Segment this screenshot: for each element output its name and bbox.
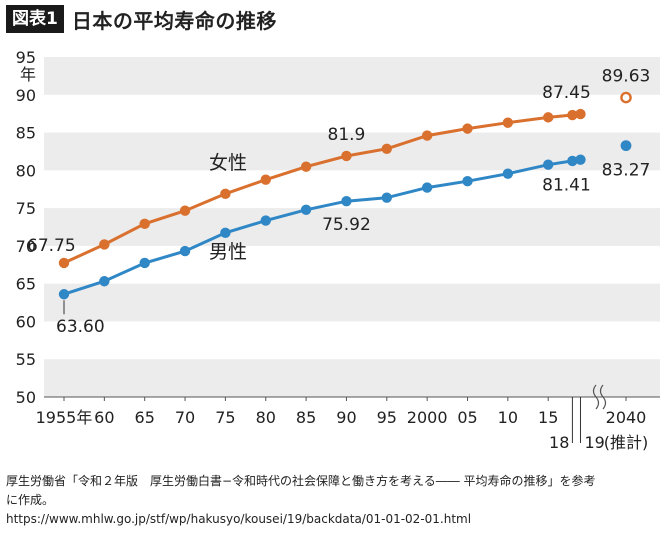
data-label: 81.9 [328, 125, 366, 145]
data-point [260, 174, 271, 185]
data-point [575, 154, 586, 165]
y-axis-unit: 年 [20, 65, 36, 84]
data-point [139, 257, 150, 269]
data-point [300, 204, 312, 215]
data-label: 63.60 [56, 317, 105, 337]
x-tick-label: 05 [457, 408, 477, 427]
projection-point [620, 91, 632, 104]
y-tick-label: 55 [16, 350, 36, 369]
data-point [99, 239, 110, 250]
series-label-male: 男性 [209, 241, 247, 263]
data-point [502, 117, 514, 128]
axis-break-mark [599, 384, 607, 410]
data-point [567, 155, 578, 167]
x-tick-label: 1955年 [36, 408, 93, 427]
data-point [462, 176, 473, 187]
data-point [381, 143, 392, 154]
data-label: 83.27 [602, 161, 651, 181]
data-point [99, 276, 110, 287]
data-point [567, 109, 578, 121]
data-point [179, 245, 191, 257]
data-point [260, 215, 271, 226]
data-point [341, 195, 352, 207]
x-tick-label: 80 [256, 408, 276, 427]
series-layer [58, 91, 632, 300]
data-point [300, 161, 312, 172]
grid-band [44, 283, 660, 322]
grid-band [44, 57, 660, 95]
data-point [179, 205, 191, 216]
x-tick-label: 85 [296, 408, 316, 427]
data-point [421, 182, 433, 193]
x-tick-label: 15 [538, 408, 558, 427]
data-point [575, 108, 586, 120]
data-label: 81.41 [542, 176, 591, 196]
x-tick-label: 95 [377, 408, 397, 427]
data-point [58, 257, 70, 269]
x-tick-label: 70 [175, 408, 195, 427]
y-tick-label: 65 [16, 275, 36, 294]
series-label-female: 女性 [209, 152, 247, 174]
y-tick-label: 60 [16, 312, 36, 331]
data-point [502, 168, 514, 179]
source-note: 厚生労働省「令和２年版 厚生労働白書−令和時代の社会保障と働き方を考える―― 平… [6, 472, 666, 529]
grid-bands [44, 57, 660, 397]
y-tick-label: 70 [16, 237, 36, 256]
figure-badge: 図表1 [6, 5, 64, 33]
data-point [58, 289, 70, 300]
x-tick-label-secondary: 18 [549, 433, 569, 452]
y-tick-label: 85 [16, 124, 36, 143]
source-url: https://www.mhlw.go.jp/stf/wp/hakusyo/ko… [6, 512, 472, 526]
y-tick-label: 75 [16, 199, 36, 218]
data-point [139, 218, 150, 230]
data-point [381, 192, 392, 203]
y-tick-label: 80 [16, 161, 36, 180]
x-tick-label: 75 [215, 408, 235, 427]
data-label: 89.63 [602, 67, 651, 87]
data-label: 67.75 [27, 236, 76, 256]
x-tick-label: 2040 [606, 408, 647, 427]
grid-band [44, 359, 660, 397]
y-tick-label: 95 [16, 48, 36, 67]
data-point [220, 188, 231, 200]
figure-header: 図表1 日本の平均寿命の推移 [6, 4, 277, 34]
data-point [421, 130, 433, 141]
axis-break-mark [592, 384, 600, 410]
data-point [220, 227, 231, 239]
x-tick-label: 10 [498, 408, 518, 427]
x-tick-label: 90 [336, 408, 356, 427]
data-point [543, 112, 554, 123]
data-point [341, 150, 352, 162]
data-label: 87.45 [542, 83, 591, 103]
y-tick-label: 90 [16, 86, 36, 105]
x-tick-label: 60 [94, 408, 114, 427]
data-point [543, 159, 554, 170]
data-label: 75.92 [322, 215, 371, 235]
source-line-1: 厚生労働省「令和２年版 厚生労働白書−令和時代の社会保障と働き方を考える―― 平… [6, 474, 596, 488]
x-tick-label-secondary: 19 [584, 433, 604, 452]
x-tick-label-secondary: (推計) [604, 433, 649, 452]
chart-title: 日本の平均寿命の推移 [71, 8, 277, 33]
data-point [462, 123, 473, 134]
projection-point [620, 140, 632, 152]
source-line-2: に作成。 [6, 493, 55, 507]
x-tick-label: 65 [135, 408, 155, 427]
x-tick-label: 2000 [407, 408, 448, 427]
y-tick-label: 50 [16, 388, 36, 407]
